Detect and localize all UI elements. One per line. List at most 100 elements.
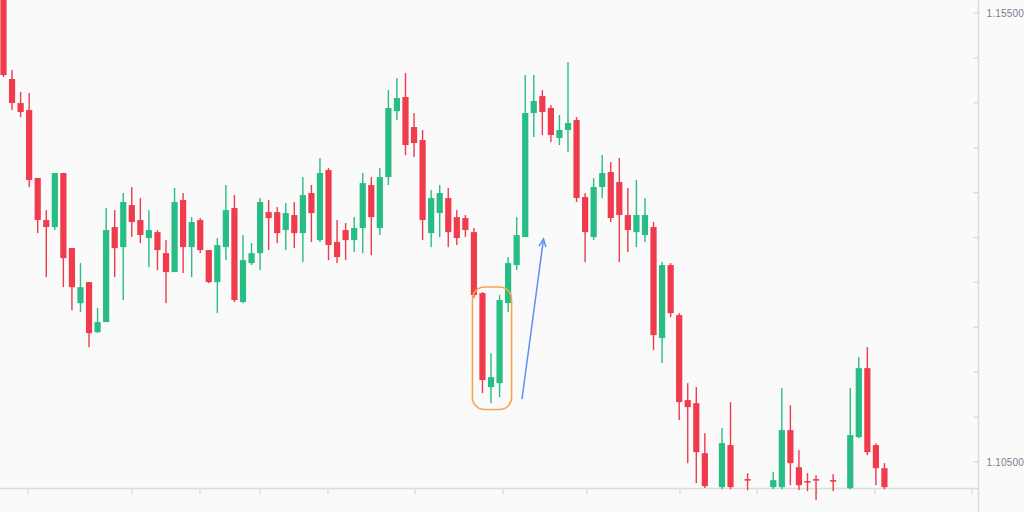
down-candle-body xyxy=(727,445,733,487)
down-candle-body xyxy=(830,480,836,482)
down-candle-body xyxy=(137,220,143,235)
up-candle-body xyxy=(377,177,383,228)
down-candle-body xyxy=(60,173,66,258)
down-candle-body xyxy=(0,0,6,75)
up-candle-body xyxy=(360,183,366,228)
candle-wick xyxy=(687,383,688,463)
up-candle-body xyxy=(565,123,571,130)
down-candle-body xyxy=(479,293,485,380)
down-candle-body xyxy=(548,108,554,135)
price-axis-label: 1.15500 xyxy=(987,8,1024,19)
down-candle-body xyxy=(625,215,631,230)
candle-wick xyxy=(815,475,816,500)
up-candle-body xyxy=(103,230,109,322)
down-candle-body xyxy=(873,445,879,468)
up-candle-body xyxy=(317,173,323,240)
up-candle-body xyxy=(642,215,648,235)
down-candle-body xyxy=(668,265,674,313)
breakout-arrow-line xyxy=(522,239,544,399)
up-candle-body xyxy=(770,480,776,487)
down-candle-body xyxy=(86,282,92,333)
up-candle-body xyxy=(214,245,220,282)
down-candle-body xyxy=(18,103,24,112)
down-candle-body xyxy=(685,400,691,407)
down-candle-body xyxy=(291,215,297,233)
down-candle-body xyxy=(881,468,887,487)
down-candle-body xyxy=(274,212,280,233)
chart-canvas: 1.155001.10500 xyxy=(0,0,1024,512)
down-candle-body xyxy=(112,227,118,248)
down-candle-body xyxy=(796,467,802,485)
up-candle-body xyxy=(223,210,229,247)
up-candle-body xyxy=(847,435,853,488)
up-candle-body xyxy=(514,235,520,265)
up-candle-body xyxy=(719,443,725,487)
down-candle-body xyxy=(454,217,460,238)
up-candle-body xyxy=(659,265,665,338)
down-candle-body xyxy=(419,140,425,220)
down-candle-body xyxy=(154,232,160,250)
up-candle-body xyxy=(120,202,126,247)
down-candle-body xyxy=(804,481,810,483)
down-candle-body xyxy=(180,200,186,247)
up-candle-body xyxy=(189,222,195,247)
down-candle-body xyxy=(445,198,451,232)
down-candle-body xyxy=(231,208,237,300)
up-candle-body xyxy=(633,215,639,232)
candle-wick xyxy=(567,62,568,152)
down-candle-body xyxy=(471,232,477,295)
up-candle-body xyxy=(77,287,83,303)
candlestick-chart: 1.155001.10500 xyxy=(0,0,1024,512)
down-candle-body xyxy=(693,403,699,452)
up-candle-body xyxy=(94,322,100,332)
up-candle-body xyxy=(522,113,528,237)
down-candle-body xyxy=(539,96,545,112)
down-candle-body xyxy=(325,170,331,245)
down-candle-body xyxy=(608,172,614,218)
up-candle-body xyxy=(283,213,289,230)
down-candle-body xyxy=(582,197,588,232)
highlight-box xyxy=(472,287,511,409)
up-candle-body xyxy=(779,430,785,487)
up-candle-body xyxy=(257,202,263,253)
up-candle-body xyxy=(856,368,862,437)
down-candle-body xyxy=(411,127,417,143)
down-candle-body xyxy=(35,178,41,220)
up-candle-body xyxy=(385,108,391,177)
down-candle-body xyxy=(402,97,408,145)
down-candle-body xyxy=(650,227,656,335)
down-candle-body xyxy=(197,220,203,250)
down-candle-body xyxy=(813,479,819,481)
up-candle-body xyxy=(556,130,562,138)
up-candle-body xyxy=(531,101,537,113)
down-candle-body xyxy=(368,185,374,217)
down-candle-body xyxy=(616,182,622,215)
down-candle-body xyxy=(702,453,708,486)
candle-wick xyxy=(747,473,748,490)
up-candle-body xyxy=(599,173,605,187)
up-candle-body xyxy=(437,193,443,213)
down-candle-body xyxy=(676,315,682,402)
down-candle-body xyxy=(9,79,15,103)
up-candle-body xyxy=(505,263,511,303)
down-candle-body xyxy=(573,120,579,198)
down-candle-body xyxy=(343,230,349,240)
down-candle-body xyxy=(787,430,793,463)
down-candle-body xyxy=(163,253,169,272)
up-candle-body xyxy=(496,300,502,383)
down-candle-body xyxy=(266,212,272,218)
up-candle-body xyxy=(52,173,58,227)
down-candle-body xyxy=(864,368,870,452)
candle-wick xyxy=(268,200,269,250)
down-candle-body xyxy=(129,205,135,222)
up-candle-body xyxy=(248,253,254,263)
up-candle-body xyxy=(591,187,597,237)
up-candle-body xyxy=(394,98,400,111)
down-candle-body xyxy=(462,218,468,230)
down-candle-body xyxy=(308,193,314,213)
down-candle-body xyxy=(69,248,75,287)
down-candle-body xyxy=(43,220,49,227)
down-candle-body xyxy=(26,110,32,180)
up-candle-body xyxy=(171,202,177,272)
candle-wick xyxy=(345,223,346,260)
